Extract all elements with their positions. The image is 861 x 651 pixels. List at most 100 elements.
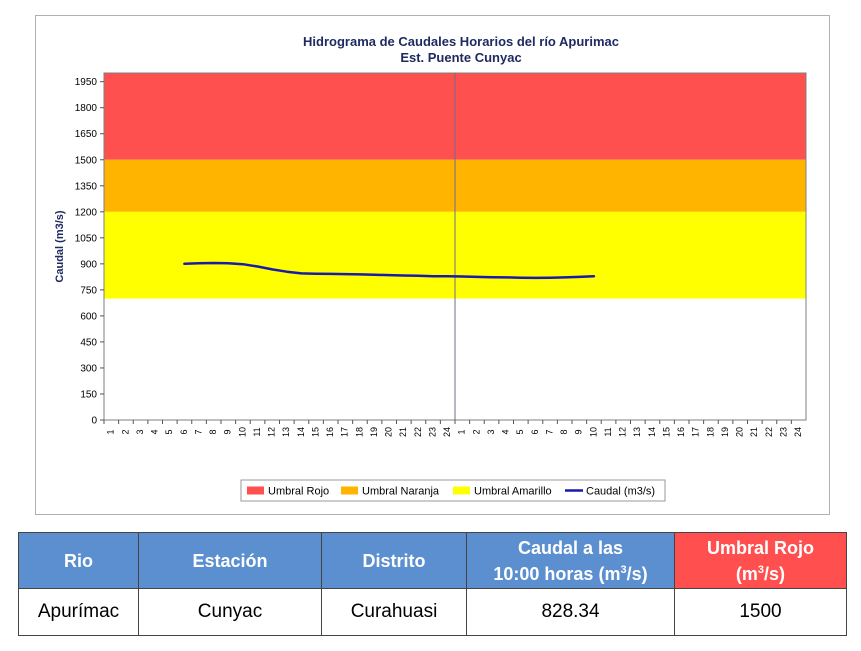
y-tick-label: 300 — [80, 363, 97, 374]
series-point — [534, 277, 537, 279]
series-point — [300, 272, 303, 274]
x-tick-label: 23 — [778, 427, 788, 437]
x-tick-label: 8 — [559, 429, 569, 434]
table-row: Apurímac Cunyac Curahuasi 828.34 1500 — [18, 588, 847, 636]
x-tick-label: 3 — [135, 429, 145, 434]
y-tick-label: 1950 — [75, 77, 98, 88]
y-tick-label: 1650 — [75, 129, 98, 140]
series-point — [359, 273, 361, 276]
cell-caudal: 828.34 — [466, 588, 675, 636]
x-tick-label: 21 — [749, 427, 759, 437]
x-tick-label: 20 — [384, 427, 394, 437]
series-point — [344, 273, 346, 275]
cell-distrito: Curahuasi — [321, 588, 467, 636]
header-rio: Rio — [18, 532, 139, 589]
header-caudal: Caudal a las 10:00 horas (m3/s) — [466, 532, 675, 589]
x-tick-label: 18 — [354, 427, 364, 437]
series-point — [520, 277, 522, 279]
x-tick-label: 4 — [150, 429, 160, 434]
header-umbral-line2b: /s) — [764, 563, 786, 584]
x-tick-label: 14 — [647, 427, 657, 437]
x-tick-label: 23 — [427, 427, 437, 437]
chart-frame: Hidrograma de Caudales Horarios del río … — [35, 15, 830, 515]
header-umbral-line2a: (m — [735, 563, 758, 584]
legend-label-1: Umbral Naranja — [362, 486, 440, 498]
x-tick-label: 1 — [106, 429, 116, 434]
series-point — [403, 274, 405, 277]
x-tick-label: 1 — [457, 429, 467, 434]
series-point — [564, 276, 566, 278]
series-point — [227, 262, 229, 264]
series-point — [271, 268, 273, 271]
x-tick-label: 10 — [588, 427, 598, 437]
x-tick-label: 22 — [764, 427, 774, 437]
x-tick-label: 5 — [515, 429, 525, 434]
x-tick-label: 15 — [310, 427, 320, 437]
x-tick-label: 17 — [340, 427, 350, 437]
x-tick-label: 13 — [281, 427, 291, 437]
cell-rio: Apurímac — [18, 588, 139, 636]
cell-estacion: Cunyac — [138, 588, 322, 636]
series-point — [388, 274, 390, 276]
series-point — [461, 275, 463, 278]
header-umbral-rojo: Umbral Rojo (m3/s) — [674, 532, 847, 589]
x-tick-label: 24 — [793, 427, 803, 437]
series-point — [183, 263, 186, 265]
cell-umbral-rojo: 1500 — [674, 588, 847, 636]
header-caudal-line2a: 10:00 horas (m — [493, 563, 621, 584]
series-point — [373, 274, 376, 276]
x-tick-label: 19 — [720, 427, 730, 437]
header-umbral-line1: Umbral Rojo — [706, 537, 814, 558]
series-layer — [183, 261, 596, 280]
x-tick-label: 22 — [413, 427, 423, 437]
y-tick-label: 1800 — [75, 103, 98, 114]
x-tick-label: 15 — [661, 427, 671, 437]
legend-label-3: Caudal (m3/s) — [586, 486, 655, 498]
x-tick-label: 9 — [574, 429, 584, 434]
x-tick-label: 7 — [193, 429, 203, 434]
series-point — [315, 273, 317, 275]
x-tick-label: 12 — [618, 427, 628, 437]
x-tick-label: 17 — [691, 427, 701, 437]
y-tick-label: 150 — [80, 389, 97, 400]
x-tick-label: 10 — [237, 427, 247, 437]
x-tick-label: 24 — [442, 427, 452, 437]
legend-swatch-0 — [247, 486, 264, 495]
y-tick-label: 1050 — [75, 233, 98, 244]
series-point — [578, 276, 580, 278]
header-caudal-line1: Caudal a las — [517, 537, 624, 558]
x-tick-label: 13 — [632, 427, 642, 437]
x-tick-label: 12 — [267, 427, 277, 437]
chart-subtitle: Est. Puente Cunyac — [400, 50, 521, 65]
series-point — [593, 275, 595, 277]
y-tick-label: 450 — [80, 337, 97, 348]
series-point — [490, 276, 493, 278]
y-tick-label: 1200 — [75, 207, 98, 218]
series-point — [417, 275, 420, 277]
x-tick-label: 18 — [705, 427, 715, 437]
legend-swatch-1 — [341, 486, 358, 495]
y-tick-label: 900 — [80, 259, 97, 270]
x-tick-label: 2 — [120, 429, 130, 434]
hydrograph-chart: Hidrograma de Caudales Horarios del río … — [54, 34, 807, 502]
x-tick-label: 6 — [179, 429, 189, 434]
series-point — [198, 262, 200, 264]
series-point — [432, 275, 434, 277]
x-tick-label: 5 — [164, 429, 174, 434]
header-caudal-line2b: /s) — [626, 563, 648, 584]
series-point — [476, 276, 478, 278]
x-tick-label: 11 — [603, 427, 613, 436]
summary-table: Rio Estación Distrito Caudal a las 10:00 … — [18, 532, 847, 636]
chart-axes: 0 150 300 450 600 750 900 1050 1200 1350 1500 1650 1… — [75, 72, 807, 437]
x-tick-label: 21 — [398, 427, 408, 437]
x-tick-label: 20 — [735, 427, 745, 437]
series-point — [330, 273, 332, 275]
y-tick-label: 1350 — [75, 181, 98, 192]
header-caudal-sup: 3 — [620, 563, 627, 576]
series-point — [286, 271, 288, 273]
chart-legend: Umbral Rojo Umbral Naranja Umbral Amarillo… — [240, 479, 666, 502]
series-point — [242, 263, 244, 265]
series-point — [213, 262, 215, 264]
x-tick-label: 2 — [471, 429, 481, 434]
x-tick-label: 19 — [369, 427, 379, 437]
